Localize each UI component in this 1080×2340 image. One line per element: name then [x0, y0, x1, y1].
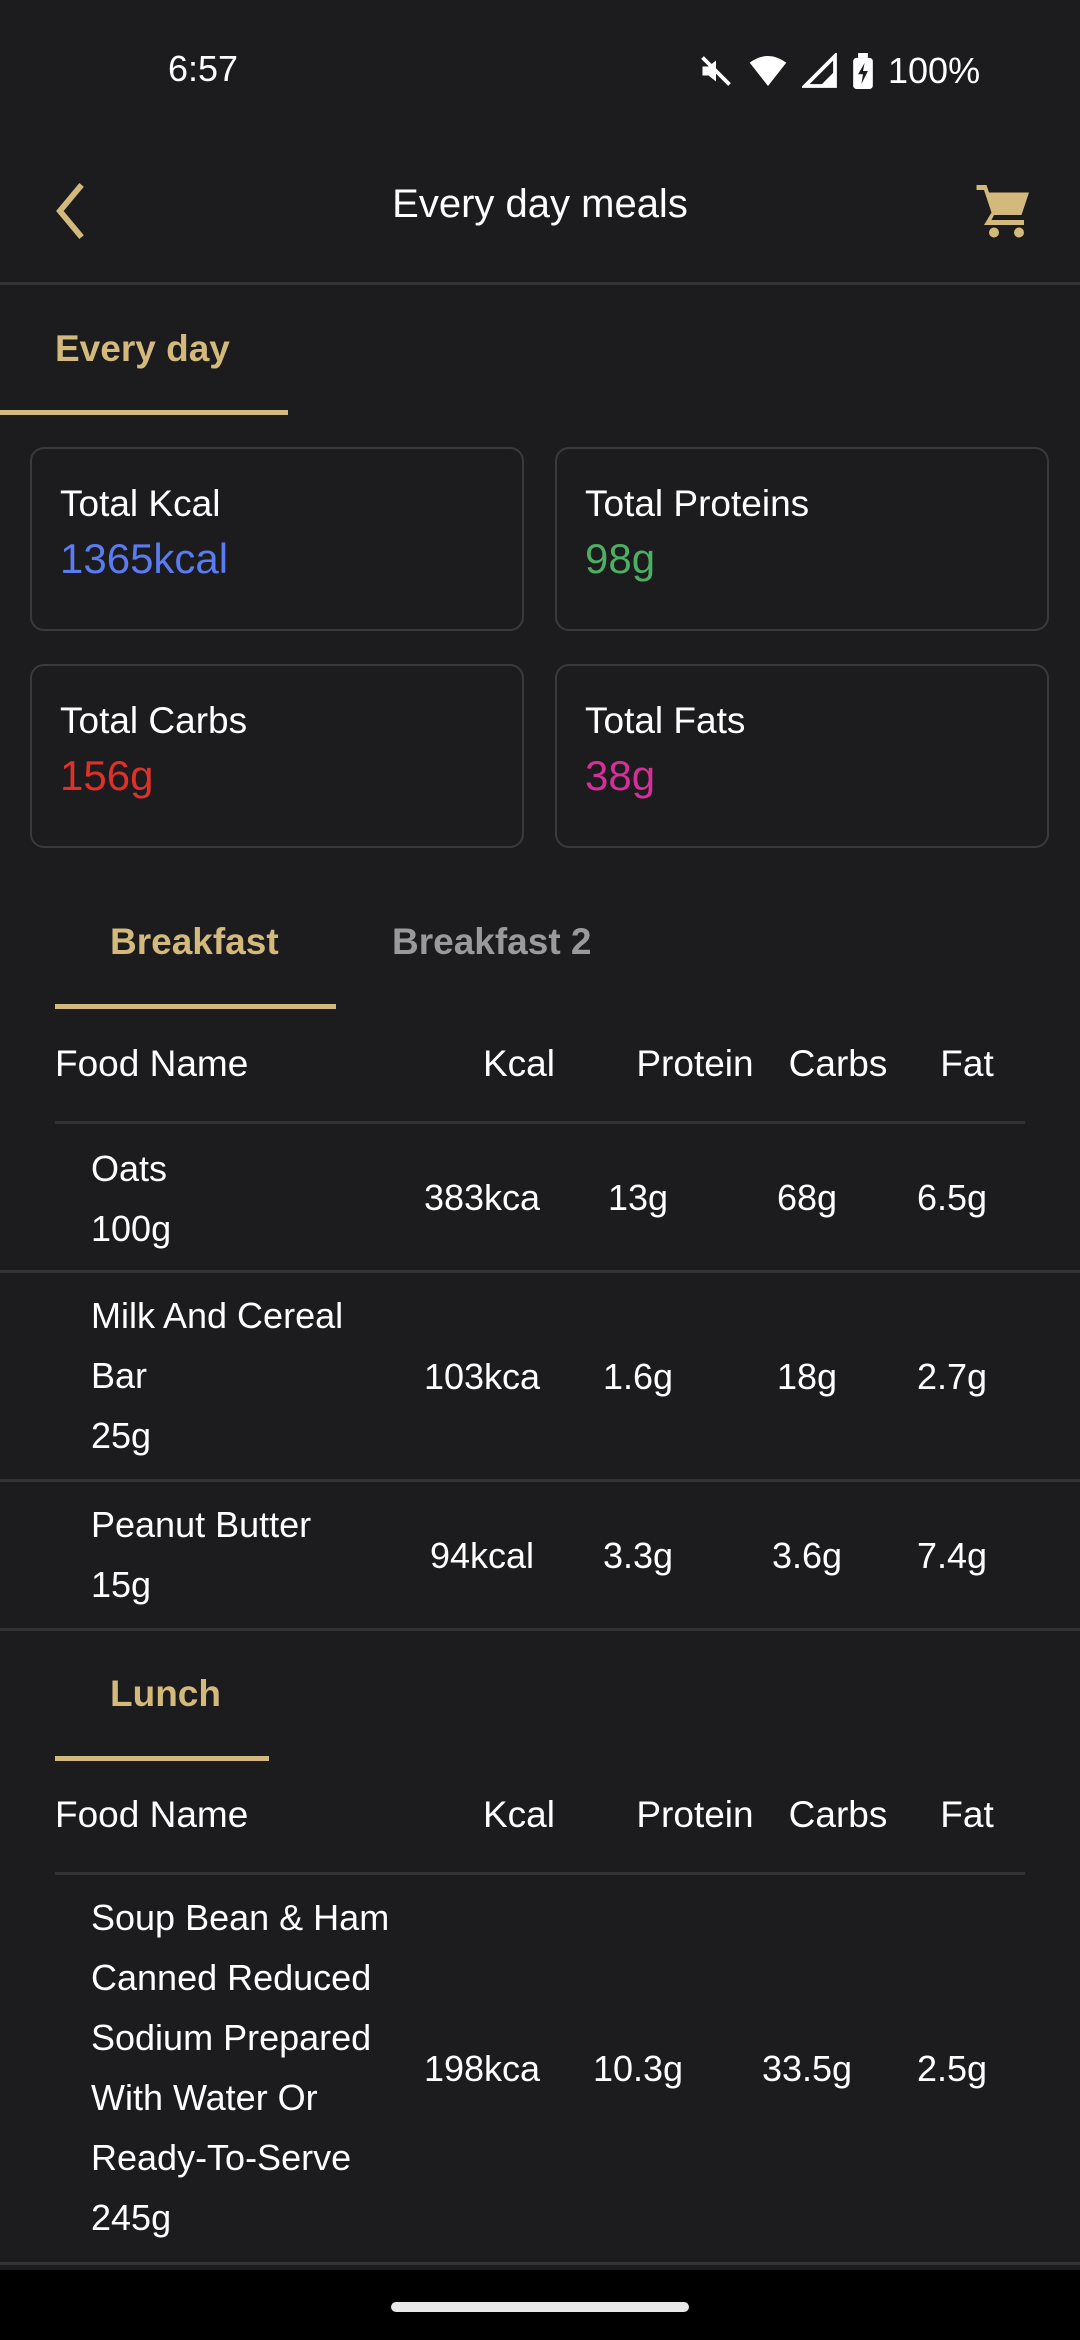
total-carbs-card: Total Carbs 156g	[30, 664, 524, 848]
col-food-name: Food Name	[55, 1794, 249, 1835]
mute-icon	[701, 56, 731, 86]
protein-value: 13g	[607, 1176, 669, 1218]
card-label: Total Proteins	[585, 483, 810, 524]
header-divider	[0, 282, 1080, 285]
home-handle[interactable]	[391, 2302, 689, 2312]
tab-breakfast-2[interactable]: Breakfast 2	[392, 921, 592, 962]
navigation-bar	[0, 2270, 1080, 2340]
card-value: 1365kcal	[60, 535, 229, 582]
page-title: Every day meals	[392, 182, 688, 226]
card-value: 98g	[585, 535, 656, 582]
battery-charging-icon	[853, 53, 873, 89]
table-header: Food Name Kcal Protein Carbs Fat	[55, 1034, 1025, 1094]
status-time: 6:57	[168, 48, 239, 89]
col-kcal: Kcal	[483, 1043, 555, 1084]
row-divider	[0, 2262, 1080, 2265]
cart-icon[interactable]	[974, 180, 1034, 240]
food-name: Milk And Cereal Bar	[91, 1295, 344, 1396]
col-fat: Fat	[940, 1794, 994, 1835]
tab-indicator	[55, 1756, 269, 1761]
tab-breakfast[interactable]: Breakfast	[110, 921, 279, 962]
battery-percent: 100%	[888, 50, 981, 91]
table-row[interactable]: Oats 100g 383kca 13g 68g 6.5g	[0, 1124, 1080, 1271]
food-name: Oats	[91, 1148, 168, 1189]
tab-every-day[interactable]: Every day	[55, 328, 230, 369]
col-carbs: Carbs	[788, 1794, 888, 1835]
food-name: Soup Bean & Ham Canned Reduced Sodium Pr…	[91, 1897, 390, 2178]
total-proteins-card: Total Proteins 98g	[555, 447, 1049, 631]
food-name: Peanut Butter	[91, 1504, 312, 1545]
header-divider	[55, 1121, 1025, 1124]
fat-value: 7.4g	[916, 1534, 988, 1576]
fat-value: 2.7g	[916, 1355, 988, 1397]
col-carbs: Carbs	[788, 1043, 888, 1084]
table-row[interactable]: Peanut Butter 15g 94kcal 3.3g 3.6g 7.4g	[0, 1482, 1080, 1629]
food-amount: 245g	[91, 2197, 172, 2238]
protein-value: 3.3g	[602, 1534, 674, 1576]
col-kcal: Kcal	[483, 1794, 555, 1835]
col-protein: Protein	[636, 1043, 754, 1084]
carbs-value: 33.5g	[761, 2047, 853, 2089]
tab-lunch[interactable]: Lunch	[110, 1673, 221, 1714]
row-divider	[0, 1270, 1080, 1273]
card-label: Total Kcal	[60, 483, 221, 524]
card-value: 38g	[585, 752, 656, 799]
row-divider	[0, 1479, 1080, 1482]
fat-value: 2.5g	[916, 2047, 988, 2089]
table-header: Food Name Kcal Protein Carbs Fat	[55, 1785, 1025, 1845]
protein-value: 10.3g	[592, 2047, 684, 2089]
kcal-value: 383kca	[423, 1176, 541, 1218]
card-value: 156g	[60, 752, 154, 799]
table-row[interactable]: Milk And Cereal Bar 25g 103kca 1.6g 18g 2…	[0, 1273, 1080, 1480]
card-label: Total Fats	[585, 700, 746, 741]
kcal-value: 94kcal	[429, 1534, 535, 1576]
kcal-value: 103kca	[423, 1355, 541, 1397]
total-kcal-card: Total Kcal 1365kcal	[30, 447, 524, 631]
tab-indicator	[0, 410, 288, 415]
food-amount: 25g	[91, 1415, 152, 1456]
tab-indicator	[55, 1004, 336, 1009]
col-food-name: Food Name	[55, 1043, 249, 1084]
signal-icon	[802, 53, 837, 88]
food-amount: 100g	[91, 1208, 172, 1249]
protein-value: 1.6g	[602, 1355, 674, 1397]
carbs-value: 18g	[776, 1355, 838, 1397]
row-divider	[0, 1628, 1080, 1631]
status-icons: 100%	[698, 50, 980, 92]
back-chevron-icon[interactable]	[52, 182, 88, 240]
card-label: Total Carbs	[60, 700, 248, 741]
carbs-value: 68g	[776, 1176, 838, 1218]
wifi-icon	[749, 56, 787, 86]
fat-value: 6.5g	[916, 1176, 988, 1218]
carbs-value: 3.6g	[771, 1534, 843, 1576]
table-row[interactable]: Soup Bean & Ham Canned Reduced Sodium Pr…	[0, 1875, 1080, 2262]
total-fats-card: Total Fats 38g	[555, 664, 1049, 848]
col-protein: Protein	[636, 1794, 754, 1835]
col-fat: Fat	[940, 1043, 994, 1084]
header-divider	[55, 1872, 1025, 1875]
kcal-value: 198kca	[423, 2047, 541, 2089]
food-amount: 15g	[91, 1564, 152, 1605]
